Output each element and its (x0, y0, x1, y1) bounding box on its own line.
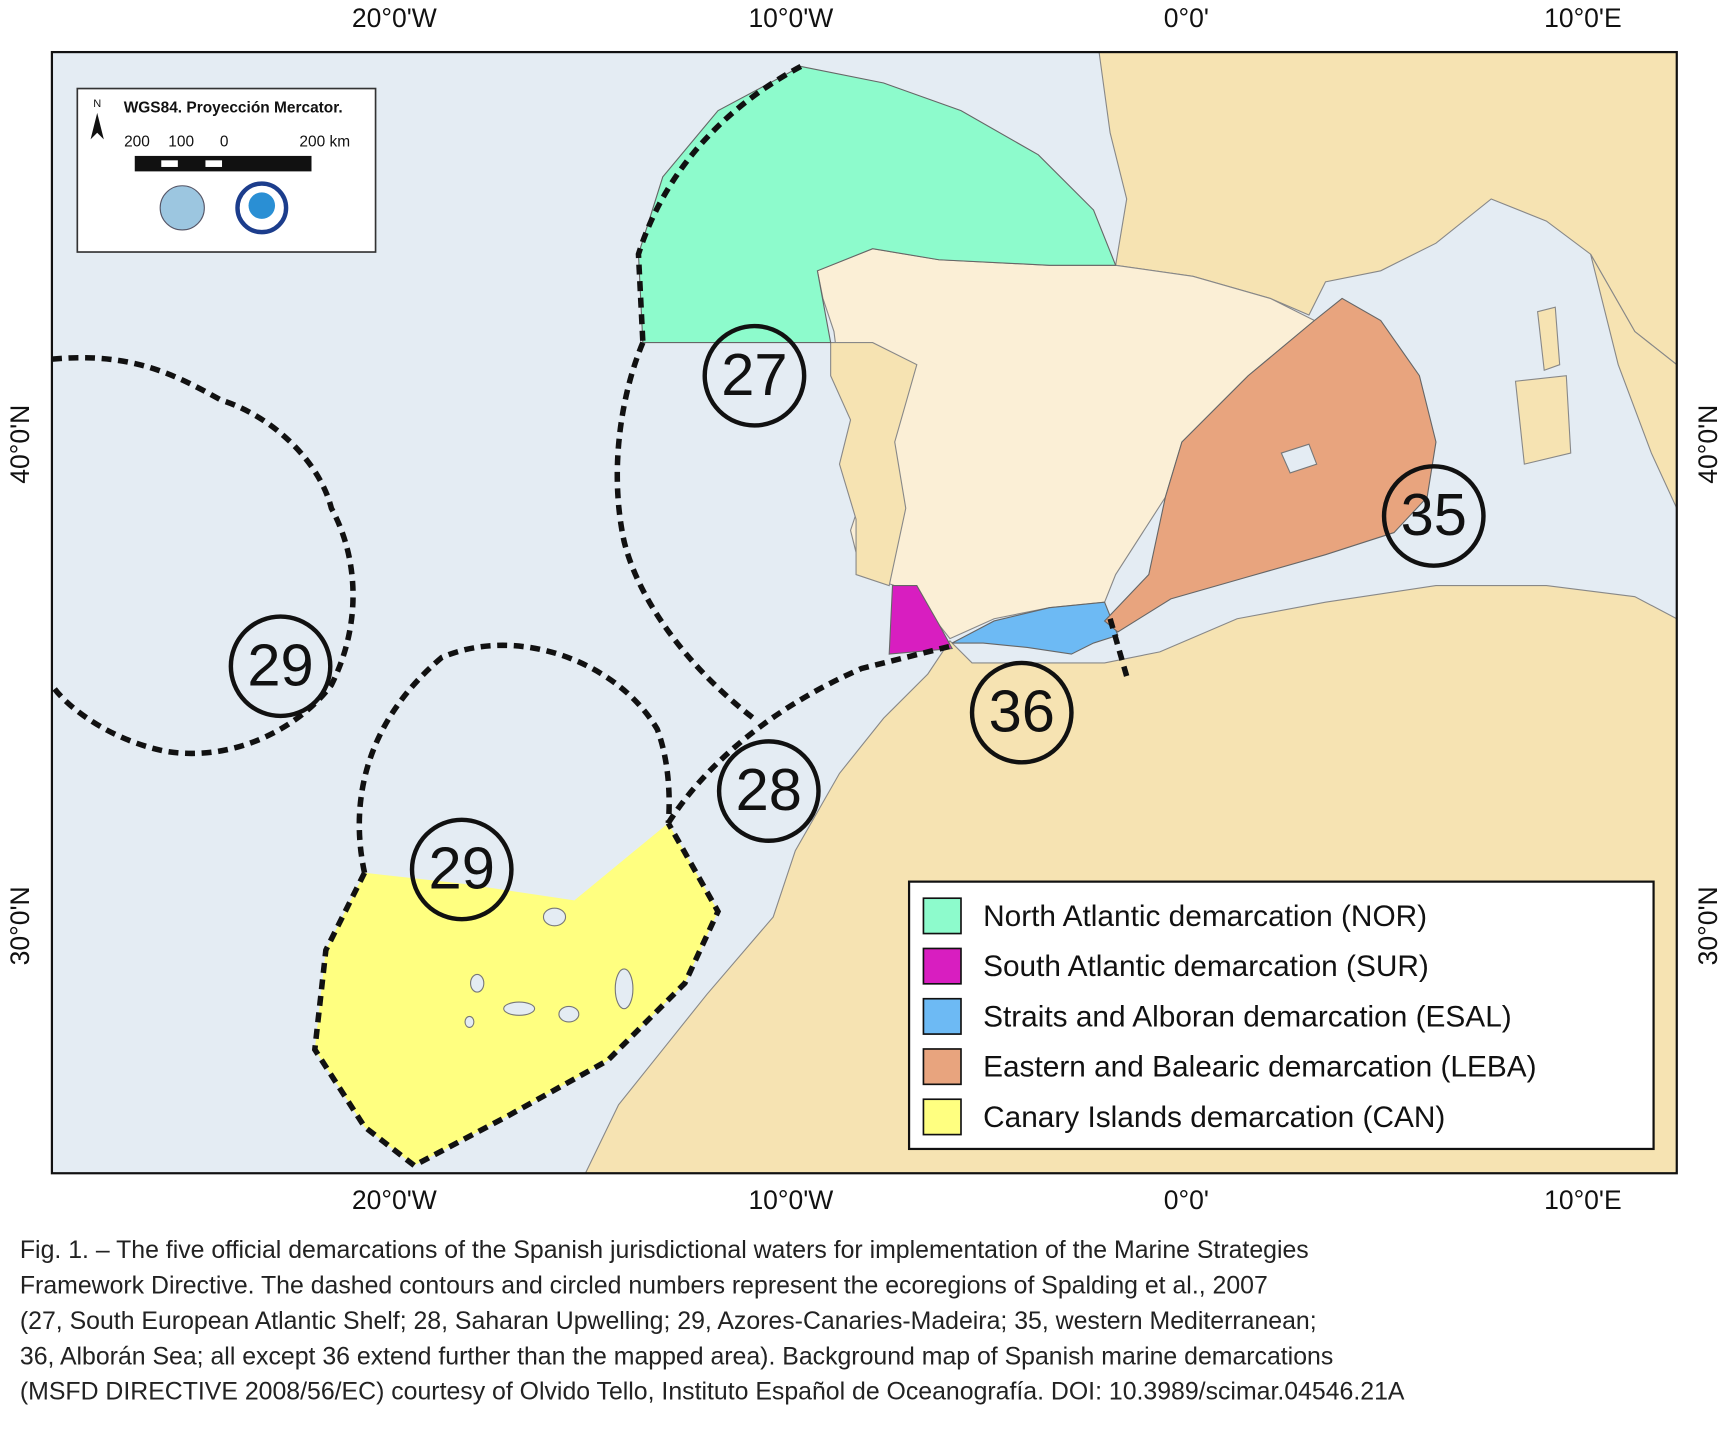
ecoregion-label: 35 (1401, 481, 1467, 548)
scale-label: 200 km (299, 134, 350, 151)
legend-label: South Atlantic demarcation (SUR) (983, 950, 1429, 983)
legend-label: North Atlantic demarcation (NOR) (983, 900, 1427, 933)
italy (1590, 253, 1677, 509)
legend-label: Eastern and Balearic demarcation (LEBA) (983, 1051, 1536, 1084)
nor-region (637, 65, 1117, 344)
ecoregion-label: 29 (429, 835, 495, 902)
inset-title: WGS84. Proyección Mercator. (124, 100, 343, 117)
esal-region (951, 601, 1119, 655)
ecoregion-label: 36 (989, 678, 1055, 745)
legend-swatch (922, 1098, 962, 1136)
can-region (314, 823, 718, 1166)
sur-region (888, 585, 954, 655)
caption-line: (MSFD DIRECTIVE 2008/56/EC) courtesy of … (20, 1379, 1405, 1406)
ecoregion-boundary (635, 64, 803, 343)
scale-bar (134, 155, 312, 172)
ecoregion-circle (716, 739, 821, 843)
legend-swatch (922, 997, 962, 1035)
ecoregion-boundary (51, 354, 356, 757)
lat-label: 40°0'N (5, 405, 35, 484)
ecoregion-boundary (356, 642, 672, 874)
ecoregion-circle (1381, 464, 1486, 568)
ecoregion-label: 29 (247, 631, 313, 698)
lon-label: 20°0'W (352, 3, 437, 33)
canary-islands (464, 907, 634, 1028)
scale-label: 200 (124, 134, 150, 151)
lon-label: 0°0' (1164, 1185, 1209, 1215)
ecoregion-boundary (665, 643, 951, 825)
ecoregion-circle (702, 323, 807, 428)
legend-swatch (922, 1048, 962, 1086)
ecoregion-label: 28 (736, 756, 802, 823)
logo (248, 192, 276, 219)
map-frame (50, 50, 1678, 1175)
lat-label: 30°0'N (1693, 886, 1723, 965)
ecoregion-circle (969, 660, 1074, 765)
legend-label: Straits and Alboran demarcation (ESAL) (983, 1000, 1512, 1033)
north-label: N (93, 98, 101, 110)
sardinia (1514, 375, 1572, 465)
scale-label: 0 (220, 134, 229, 151)
lon-label: 10°0'E (1544, 3, 1622, 33)
ecoregion-boundary (311, 821, 722, 1169)
legend: North Atlantic demarcation (NOR) South At… (922, 897, 1537, 1136)
caption-line: (27, South European Atlantic Shelf; 28, … (20, 1308, 1317, 1335)
ecoregion-boundary (614, 341, 756, 721)
scale-label: 100 (168, 134, 194, 151)
lat-label: 30°0'N (5, 886, 35, 965)
caption: Fig. 1. – The five official demarcations… (20, 1237, 1405, 1405)
caption-line: Framework Directive. The dashed contours… (20, 1273, 1268, 1300)
lon-label: 10°0'W (748, 3, 833, 33)
corsica (1536, 306, 1561, 371)
portugal (830, 342, 918, 587)
lon-label: 10°0'E (1544, 1185, 1622, 1215)
logo (159, 185, 205, 231)
legend-box (907, 880, 1655, 1151)
legend-swatch (922, 897, 962, 935)
caption-line: 36, Alborán Sea; all except 36 extend fu… (20, 1343, 1333, 1370)
north-arrow (90, 112, 104, 140)
ecoregion-boundary (1107, 617, 1130, 677)
ecoregion-labels: 27 28 29 29 35 36 (228, 323, 1486, 922)
legend-label: Canary Islands demarcation (CAN) (983, 1101, 1445, 1134)
lon-label: 10°0'W (748, 1185, 833, 1215)
ecoregion-label: 27 (721, 341, 787, 408)
graticule-ticks: 20°0'W 20°0'W 10°0'W 10°0'W 0°0' 0°0' 10°0'E 10… (5, 3, 1723, 1215)
lon-label: 20°0'W (352, 1185, 437, 1215)
legend-swatch (922, 947, 962, 985)
lon-label: 0°0' (1164, 3, 1209, 33)
ecoregion-circle (228, 614, 333, 719)
ecoregion-circle (409, 817, 514, 922)
balearic-islands (1280, 443, 1318, 474)
caption-line: Fig. 1. – The five official demarcations… (20, 1237, 1309, 1264)
lat-label: 40°0'N (1693, 405, 1723, 484)
leba-region (1103, 297, 1437, 633)
